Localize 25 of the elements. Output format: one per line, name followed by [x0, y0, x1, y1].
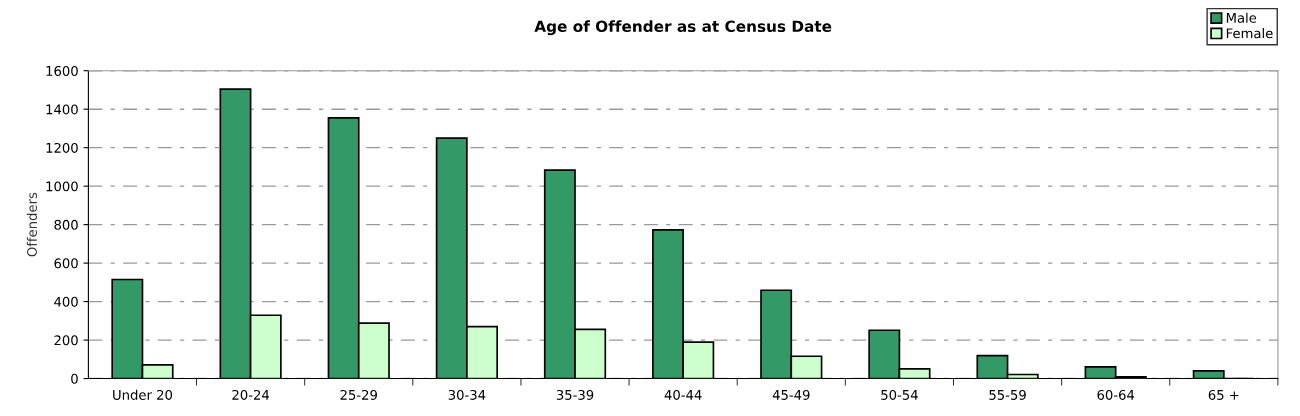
- y-tick-label: 600: [54, 258, 78, 269]
- x-tick-label: 55-59: [989, 389, 1026, 400]
- y-tick-label: 0: [71, 373, 78, 384]
- x-tick-label: 45-49: [772, 389, 810, 400]
- y-tick-label: 1600: [46, 65, 78, 76]
- x-tick-label: 50-54: [881, 389, 918, 400]
- x-tick-label: 65 +: [1208, 389, 1239, 400]
- x-tick-label: 30-34: [448, 389, 486, 400]
- y-tick-label: 400: [54, 296, 78, 307]
- y-tick-label: 1400: [46, 104, 78, 115]
- y-tick-label: 200: [54, 335, 78, 346]
- y-axis-title: Offenders: [26, 192, 37, 257]
- y-tick-label: 800: [54, 219, 78, 230]
- legend-label: Female: [1226, 28, 1273, 39]
- x-tick-label: 40-44: [664, 389, 702, 400]
- y-tick-label: 1000: [46, 181, 78, 192]
- x-tick-label: 25-29: [340, 389, 377, 400]
- y-tick-label: 1200: [46, 142, 78, 153]
- x-tick-label: 20-24: [232, 389, 270, 400]
- x-tick-label: Under 20: [113, 389, 173, 400]
- x-tick-label: 35-39: [556, 389, 594, 400]
- chart-title: Age of Offender as at Census Date: [534, 20, 832, 36]
- legend-label: Male: [1226, 12, 1257, 23]
- x-tick-label: 60-64: [1097, 389, 1135, 400]
- bar: [1192, 370, 1225, 379]
